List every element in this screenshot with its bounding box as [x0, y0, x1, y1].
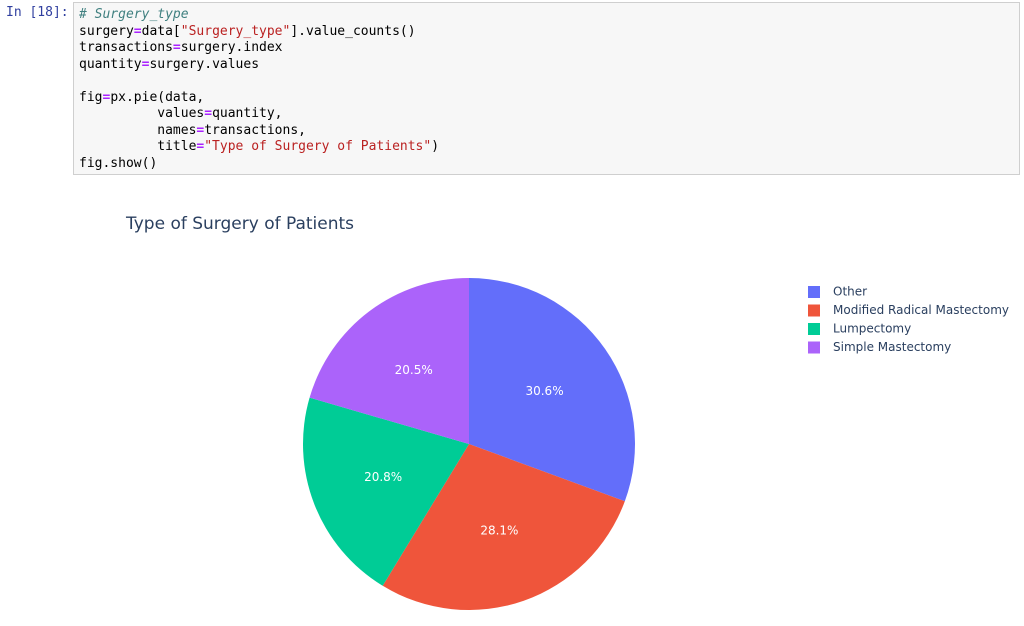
chart-title: Type of Surgery of Patients	[125, 214, 354, 234]
slice-label: 20.5%	[395, 363, 433, 377]
code-line: surgery=data["Surgery_type"].value_count…	[79, 23, 416, 39]
legend-swatch	[808, 341, 820, 354]
code-cell[interactable]: # Surgery_type surgery=data["Surgery_type…	[73, 2, 1020, 175]
pie-slice	[309, 278, 469, 444]
legend-swatch	[808, 286, 820, 298]
slice-label: 20.8%	[364, 470, 402, 484]
chart: Type of Surgery of Patients 30.6% 28.1% 20…	[125, 214, 1009, 610]
code-line: quantity=surgery.values	[79, 56, 260, 72]
legend-label: Lumpectomy	[833, 322, 911, 336]
legend-label: Simple Mastectomy	[833, 340, 951, 354]
code-line: values=quantity,	[79, 106, 283, 121]
slice-label: 30.6%	[525, 384, 563, 398]
code-line: title="Type of Surgery of Patients")	[79, 139, 440, 154]
cell-prompt: In [18]:	[6, 5, 69, 20]
code-line: names=transactions,	[79, 122, 306, 138]
code-line: transactions=surgery.index	[79, 40, 283, 55]
legend-swatch	[808, 323, 820, 335]
legend-swatch	[808, 304, 820, 317]
pie-slice	[303, 397, 469, 586]
slice-label: 28.1%	[480, 523, 518, 537]
code-line: fig.show()	[79, 155, 158, 171]
legend-label: Modified Radical Mastectomy	[833, 303, 1009, 317]
code-line: # Surgery_type	[79, 7, 189, 22]
pie-slice	[382, 444, 625, 610]
legend-label: Other	[833, 285, 867, 299]
code-line: fig=px.pie(data,	[79, 89, 205, 105]
pie-slice	[469, 278, 635, 502]
